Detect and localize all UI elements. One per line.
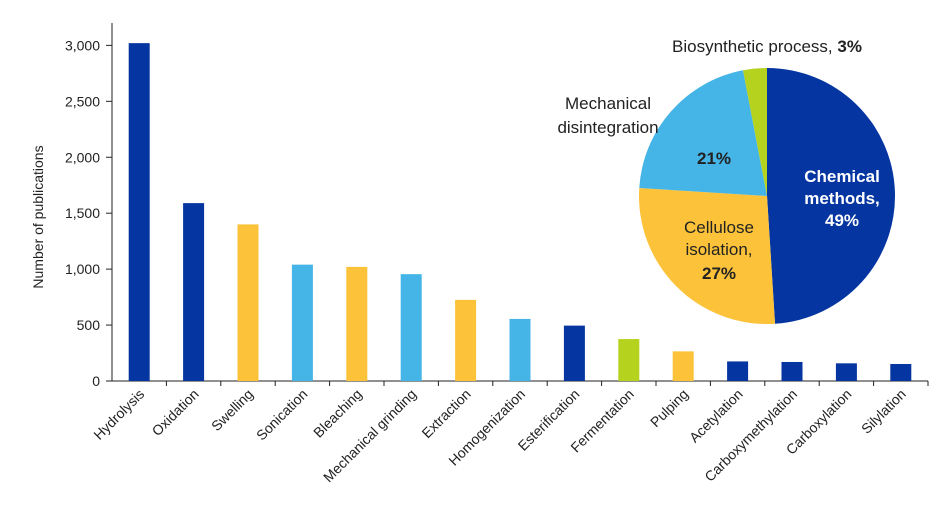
y-tick-label: 3,000 [65,37,100,53]
pie-label-biosynthetic-name: Biosynthetic process, [672,37,837,56]
x-tick-label: Bleaching [310,386,365,441]
bar-carboxylation [835,363,857,381]
bar-sonication [291,264,313,381]
pie-label-chemical: methods, [804,189,880,208]
pie-slice-chemical [767,68,896,324]
bar-extraction [455,299,477,381]
y-tick-label: 0 [92,373,100,389]
pie-label-mechanical: disintegration [557,118,658,137]
pie-chart: Chemical methods, 49% Cellulose isolation, 27… [557,37,896,324]
pie-label-mechanical: Mechanical [565,94,651,113]
bar-hydrolysis [128,43,150,381]
bar-silylation [890,363,912,381]
bar-carboxymethylation [781,361,803,381]
x-tick-label: Hydrolysis [90,386,147,443]
bar-acetylation [727,361,749,381]
y-tick-label: 1,500 [65,205,100,221]
y-tick-label: 500 [77,317,101,333]
x-tick-label: Oxidation [149,386,202,439]
pie-slice-biosynthetic [743,68,767,196]
bar-pulping [672,351,694,381]
pie-slice-cellulose [639,187,776,324]
x-tick-label: Pulping [647,386,691,430]
pie-slice-mechanical [639,70,767,196]
bar-bleaching [346,266,368,381]
pie-label-chemical: Chemical [804,167,880,186]
x-tick-label: Carboxymethylation [701,386,800,485]
axes: 0 500 1,000 1,500 2,000 2,500 3,000 Number of p… [30,23,928,389]
pie-pct-mechanical: 21% [697,149,731,168]
x-tick-label: Sonication [253,386,311,444]
y-tick-label: 1,000 [65,261,100,277]
pie-pct-cellulose: 27% [702,264,736,283]
pie-label-chemical: 49% [825,211,859,230]
bars [128,43,912,381]
x-tick-label: Mechanical grinding [320,386,419,485]
bar-esterification [563,325,585,381]
pie-label-cellulose: Cellulose [684,218,754,237]
pie-label-biosynthetic: Biosynthetic process, 3% [672,37,862,56]
bar-fermentation [618,339,640,381]
bar-mechanical-grinding [400,274,422,381]
pie-pct-biosynthetic: 3% [837,37,862,56]
y-axis-label: Number of publications [30,145,46,288]
y-tick-label: 2,500 [65,93,100,109]
x-tick-label: Extraction [418,386,473,441]
x-tick-label: Swelling [208,386,256,434]
y-tick-label: 2,000 [65,149,100,165]
bar-homogenization [509,318,531,381]
x-tick-label: Silylation [858,386,909,437]
bar-oxidation [183,203,205,381]
pie-label-cellulose: isolation, [685,240,752,259]
bar-swelling [237,224,259,381]
